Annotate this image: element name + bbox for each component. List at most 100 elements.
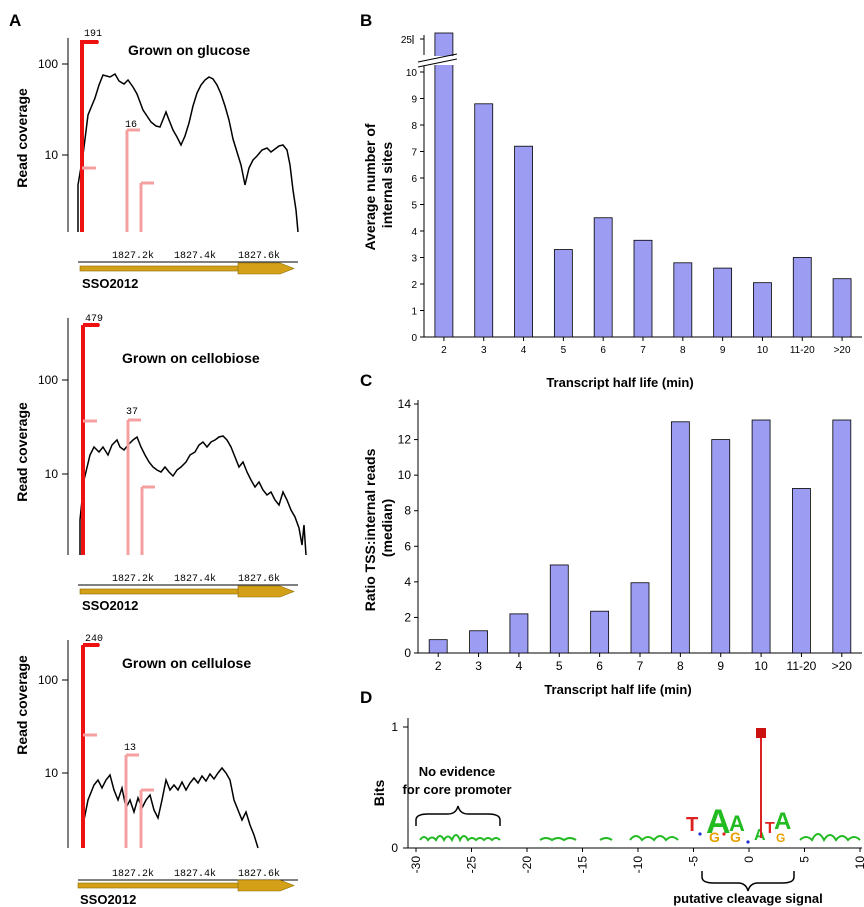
ylabel-glucose: Read coverage <box>14 88 30 188</box>
logo-letter: T <box>686 814 698 836</box>
xtick-label: 8 <box>680 345 686 356</box>
ytick-label: 4 <box>411 227 417 238</box>
bar <box>832 278 852 338</box>
xtick-label: 7 <box>637 659 644 673</box>
bar <box>590 610 610 654</box>
locus-tick: 1827.4k <box>174 868 216 880</box>
xtick-label: 10 <box>754 659 768 673</box>
xtick-label: 3 <box>481 345 487 356</box>
logo-xtick-label: -5 <box>687 856 701 867</box>
ytick-label: 4 <box>404 575 411 589</box>
tss-flag <box>82 40 99 44</box>
logo-dot <box>722 832 726 836</box>
axis-break-mark <box>417 58 458 68</box>
bar <box>428 639 448 654</box>
xtick-label: 6 <box>600 345 606 356</box>
xtick-label: 5 <box>561 345 567 356</box>
cleavage-marker <box>756 728 766 738</box>
logo-ripple <box>799 833 861 843</box>
xtick-label: 2 <box>435 659 442 673</box>
bar <box>593 217 613 338</box>
ytick-label: 100 <box>38 373 58 387</box>
ylabel-b: Average number of internal sites <box>362 120 395 251</box>
tss-count: 191 <box>84 29 102 40</box>
gene-arrow-head <box>237 879 295 892</box>
bar <box>553 249 573 338</box>
internal-count: 16 <box>125 120 137 131</box>
ylabel-c: Ratio TSS:internal reads (median) <box>362 445 395 611</box>
logo-letter: T <box>765 820 775 837</box>
logo-letter: A <box>774 808 791 835</box>
coverage-line <box>79 435 307 556</box>
xtick-label: 4 <box>516 659 523 673</box>
bar <box>670 421 690 654</box>
locus-tick: 1827.2k <box>112 868 154 880</box>
subpanel-title: Grown on glucose <box>128 42 250 58</box>
ytick-label: 7 <box>411 148 417 159</box>
bar <box>751 419 771 654</box>
bar <box>469 630 488 654</box>
panel-letter-d: D <box>360 688 372 707</box>
bar <box>753 282 772 338</box>
panel-letter-b: B <box>360 11 372 30</box>
bar <box>832 419 852 654</box>
logo-ytick: 1 <box>391 720 398 734</box>
bar-chart-b: 0 1 2 3 4 5 6 7 8 9 10 25 2 3 4 5 6 7 8 9 10 11-20 >20 <box>401 32 862 356</box>
logo-dot <box>746 840 750 844</box>
bar <box>549 564 569 654</box>
xtick-label: >20 <box>832 659 853 673</box>
annotation-line2: for core promoter <box>402 782 511 797</box>
bar <box>474 103 494 338</box>
ytick-label: 2 <box>411 280 417 291</box>
locus-tick: 1827.2k <box>112 573 154 585</box>
logo-ytick: 0 <box>391 841 398 855</box>
xtick-label: 3 <box>475 659 482 673</box>
coverage-track-cellobiose: Read coverage 100 10 Grown on cellobiose… <box>14 314 307 613</box>
ytick-label: 100 <box>38 57 58 71</box>
ytick-label: 0 <box>411 333 417 344</box>
panel-letter-c: C <box>360 371 372 390</box>
logo-xtick-label: 10 <box>853 856 864 870</box>
bar <box>673 262 693 338</box>
brace-cleavage-signal <box>701 871 795 892</box>
logo-xtick-label: 5 <box>798 856 812 863</box>
ylabel-b-line2: internal sites <box>379 142 395 229</box>
locus-tick: 1827.4k <box>174 250 216 262</box>
locus-tick: 1827.2k <box>112 250 154 262</box>
bar <box>509 613 529 654</box>
ytick-label: 3 <box>411 254 417 265</box>
ylabel-cellobiose: Read coverage <box>14 402 30 502</box>
logo-xtick-label: -25 <box>465 856 479 874</box>
ytick-label: 1 <box>411 307 417 318</box>
xtick-label: >20 <box>834 345 851 356</box>
bar <box>514 145 533 338</box>
bar <box>630 582 650 654</box>
axis-break-mark <box>417 53 458 63</box>
annotation-line1: No evidence <box>419 764 496 779</box>
xtick-label: 2 <box>441 345 447 356</box>
ytick-label: 2 <box>404 610 411 624</box>
ytick-label: 10 <box>45 766 59 780</box>
bar <box>713 267 733 338</box>
ytick-label-break: 25 <box>401 35 413 46</box>
bar <box>792 488 811 654</box>
logo-xtick-label: -30 <box>409 856 423 874</box>
xtick-label: 9 <box>720 345 726 356</box>
ytick-label: 9 <box>411 95 417 106</box>
internal-count: 37 <box>126 407 138 418</box>
xtick-label: 10 <box>757 345 769 356</box>
locus-tick: 1827.6k <box>238 250 280 262</box>
ylabel-c-line2: (median) <box>379 499 395 557</box>
subpanel-title: Grown on cellobiose <box>122 350 260 366</box>
logo-letter: A <box>729 811 745 836</box>
gene-arrow-head <box>237 262 295 275</box>
brace-core-promoter <box>415 805 501 826</box>
logo-xtick-label: 0 <box>742 856 756 863</box>
logo-ripple <box>419 834 501 843</box>
xtick-label: 11-20 <box>787 659 817 673</box>
axis-break-gap <box>429 56 460 65</box>
sequence-logo-d: 1 0 T A G A G A T A G No evidence for co… <box>391 718 862 906</box>
tss-count: 240 <box>85 634 103 645</box>
bar <box>434 32 454 338</box>
xtick-label: 4 <box>521 345 527 356</box>
